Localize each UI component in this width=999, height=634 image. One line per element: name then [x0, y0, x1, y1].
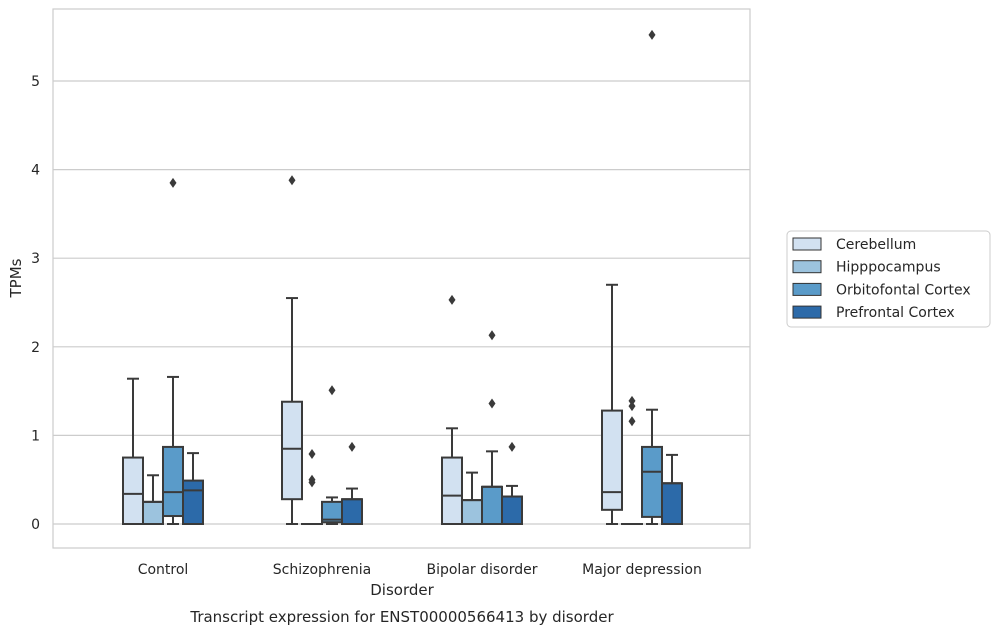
box-0-1 — [281, 175, 303, 525]
legend-swatch — [792, 260, 822, 274]
outlier-point — [308, 449, 316, 460]
legend-swatch — [792, 237, 822, 251]
outlier-point — [488, 398, 496, 409]
outlier-point — [448, 294, 456, 305]
box-2-1 — [321, 385, 343, 525]
y-tick-label: 0 — [31, 517, 40, 533]
box-iqr — [122, 456, 144, 525]
box-iqr — [182, 479, 204, 525]
box-3-3 — [661, 453, 683, 525]
box-iqr — [481, 485, 503, 525]
legend-frame — [786, 230, 991, 328]
x-tick-label: Bipolar disorder — [426, 562, 537, 578]
box-iqr — [162, 445, 184, 518]
box-iqr — [661, 482, 683, 525]
box-1-1 — [301, 449, 323, 526]
legend-entry-label: Hipppocampus — [836, 260, 941, 276]
legend-entry-label: Cerebellum — [836, 237, 916, 253]
box-0-2 — [441, 294, 463, 525]
box-2-3 — [641, 29, 663, 525]
outlier-point — [628, 401, 636, 412]
outlier-point — [169, 177, 177, 188]
plot-frame — [52, 8, 751, 549]
y-tick-label: 5 — [31, 74, 40, 90]
x-tick-label: Major depression — [582, 562, 702, 578]
outlier-point — [628, 395, 636, 406]
box-iqr — [142, 500, 164, 526]
boxes-layer — [122, 29, 683, 526]
outlier-point — [288, 175, 296, 186]
box-3-0 — [182, 452, 204, 525]
box-iqr — [441, 456, 463, 525]
y-tick-label: 2 — [31, 340, 40, 356]
outlier-point — [648, 29, 656, 40]
outlier-point — [628, 416, 636, 427]
outlier-point — [508, 441, 516, 452]
box-0-0 — [122, 377, 144, 525]
y-tick-label: 3 — [31, 251, 40, 267]
box-3-2 — [501, 441, 523, 525]
y-axis-label: TPMs — [7, 258, 25, 298]
box-0-3 — [601, 283, 623, 525]
y-tick-label: 1 — [31, 428, 40, 444]
box-iqr — [341, 498, 363, 525]
x-tick-label: Control — [138, 562, 189, 578]
legend-swatch — [792, 305, 822, 319]
outlier-point — [308, 477, 316, 488]
x-tick-label: Schizophrenia — [273, 562, 371, 578]
legend-swatch — [792, 282, 822, 296]
box-3-1 — [341, 441, 363, 525]
tick-labels: 0 1 2 3 4 5 Control Schizophrenia Bipolar disord… — [31, 74, 702, 578]
legend-entry-label: Orbitofontal Cortex — [836, 282, 971, 298]
y-tick-label: 4 — [31, 163, 40, 179]
x-axis-label: Disorder — [370, 581, 434, 599]
chart-caption: Transcript expression for ENST0000056641… — [189, 608, 614, 626]
legend-entry-label: Prefrontal Cortex — [836, 305, 955, 321]
outlier-point — [488, 330, 496, 341]
box-iqr — [501, 495, 523, 525]
outlier-point — [328, 385, 336, 396]
box-1-3 — [621, 395, 643, 526]
outlier-point — [348, 441, 356, 452]
legend: Cerebellum Hipppocampus Orbitofontal Corte… — [786, 230, 991, 328]
box-1-0 — [142, 474, 164, 526]
box-iqr — [641, 445, 663, 518]
box-iqr — [461, 499, 483, 526]
box-iqr — [281, 400, 303, 501]
box-iqr — [601, 409, 623, 511]
